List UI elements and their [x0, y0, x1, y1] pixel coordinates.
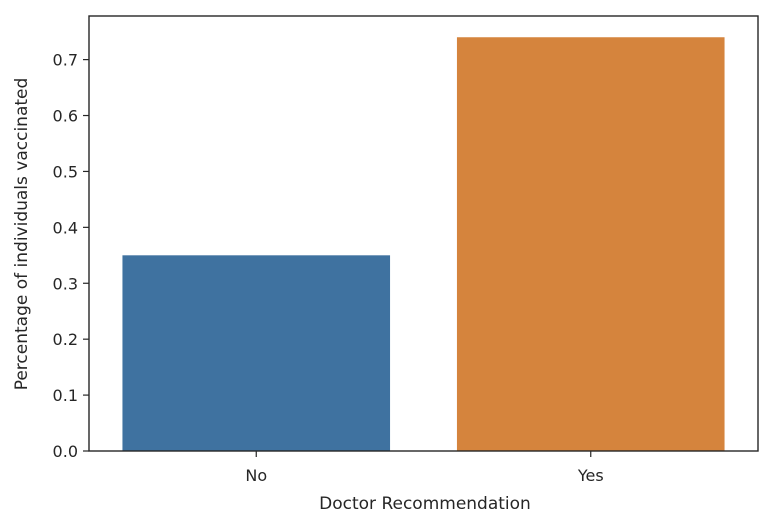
bar-no	[122, 255, 391, 451]
y-tick-label: 0.6	[53, 107, 78, 126]
y-tick-label: 0.5	[53, 162, 78, 181]
y-tick-label: 0.7	[53, 51, 78, 70]
plot-frame	[88, 15, 759, 452]
y-tick-label: 0.2	[53, 330, 78, 349]
bar-yes	[456, 37, 725, 451]
y-tick-label: 0.3	[53, 274, 78, 293]
y-axis: 0.0 0.1 0.2 0.3 0.4 0.5 0.6 0.7	[53, 51, 89, 461]
bars-group	[122, 37, 725, 451]
y-tick-label: 0.1	[53, 386, 78, 405]
y-axis-label: Percentage of individuals vaccinated	[12, 78, 32, 391]
x-axis: No Yes	[245, 451, 604, 485]
x-tick-label: Yes	[577, 466, 604, 485]
y-tick-label: 0.0	[53, 442, 78, 461]
x-tick-label: No	[245, 466, 267, 485]
x-axis-label: Doctor Recommendation	[319, 494, 531, 514]
y-tick-label: 0.4	[53, 218, 78, 237]
